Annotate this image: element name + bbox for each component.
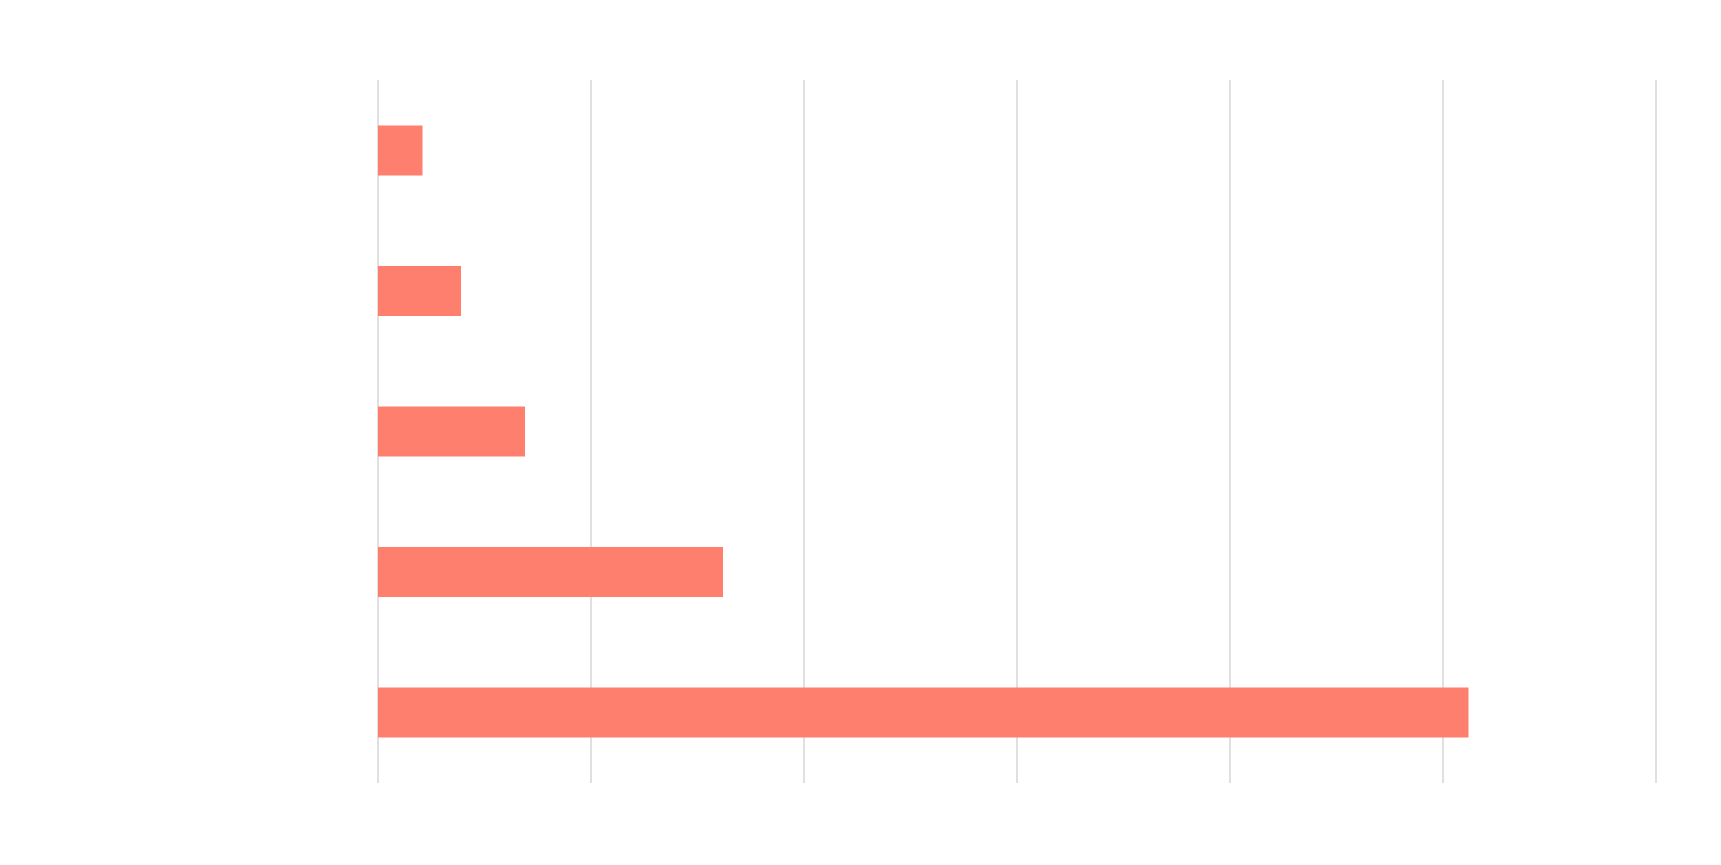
bar-1 (378, 125, 423, 176)
bar-5 (378, 687, 1469, 738)
grid-lines (377, 80, 1657, 783)
bar-4 (378, 547, 724, 598)
bar-3 (378, 406, 525, 457)
bar-2 (378, 265, 462, 316)
bars (378, 125, 1469, 738)
